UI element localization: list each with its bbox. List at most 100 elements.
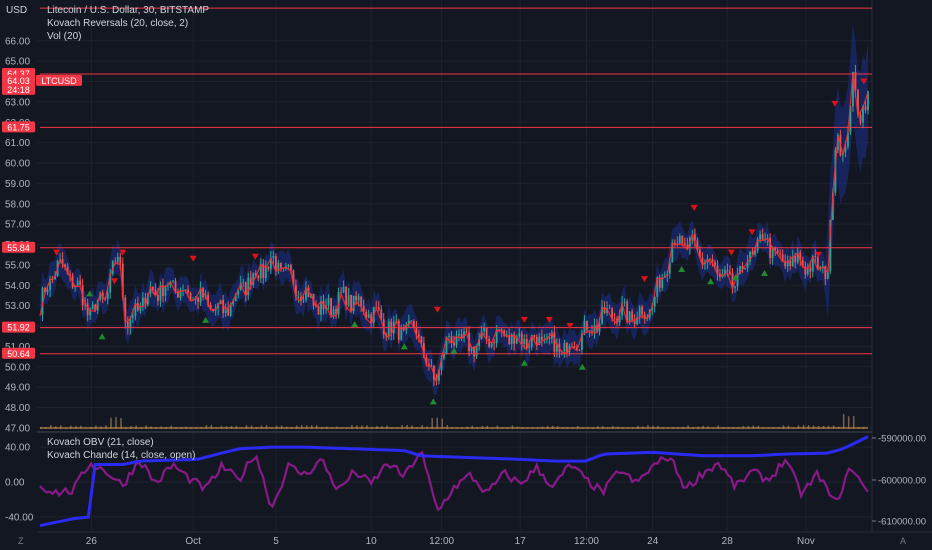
candle-body [701, 257, 704, 265]
volume-bar [722, 427, 724, 429]
candle-body [172, 280, 174, 282]
candle-body [199, 287, 202, 303]
volume-bar [381, 426, 383, 429]
volume-bar [100, 426, 102, 429]
oscillator-right-tick-label: -600000.00 [878, 476, 926, 487]
candle-body [779, 253, 782, 255]
candle-body [440, 358, 443, 370]
candle-body [596, 325, 598, 332]
volume-bar [672, 427, 674, 429]
volume-bar [456, 427, 459, 429]
candle-body [330, 298, 332, 316]
candle-body [867, 91, 869, 111]
time-axis[interactable]: 26 Oct 5 10 12:00 17 12:00 24 28 Nov [86, 536, 815, 547]
candle-body [229, 304, 232, 316]
volume-bar [165, 427, 167, 429]
volume-bar [566, 427, 569, 429]
candle-body [76, 280, 79, 286]
candle-body [726, 270, 729, 272]
candle-body [332, 309, 335, 316]
symbol-tag-label: LTCUSD [41, 76, 77, 86]
reversal-up-marker [578, 363, 586, 370]
volume-bar [677, 427, 679, 429]
volume-bar [411, 425, 413, 429]
volume-bar [120, 418, 122, 429]
volume-bar [95, 425, 97, 429]
volume-bar [280, 425, 283, 429]
volume-bar [501, 427, 504, 429]
indicator-reversals-label[interactable]: Kovach Reversals (20, close, 2) [47, 18, 188, 29]
timezone-toggle[interactable]: Z [18, 536, 24, 546]
volume-bar [290, 426, 293, 429]
volume-bar [516, 426, 519, 429]
candle-body [588, 330, 591, 332]
volume-bar [511, 425, 514, 429]
price-tick-label: 53.00 [5, 301, 30, 312]
volume-bar [571, 427, 574, 429]
candle-body [774, 247, 777, 251]
candle-body [606, 308, 608, 314]
candle-body [724, 270, 726, 275]
candle-body [528, 346, 531, 349]
candle-body [269, 257, 272, 270]
candle-body [744, 268, 746, 269]
reversal-down-marker [814, 251, 822, 258]
volume-bar [762, 427, 765, 429]
candle-body [581, 333, 583, 350]
horizontal-levels[interactable] [40, 7, 872, 355]
candle-body [302, 299, 305, 301]
indicator-obv-label[interactable]: Kovach OBV (21, close) [47, 437, 154, 448]
candle-body [686, 244, 689, 249]
candle-body [279, 262, 282, 268]
volume-bar [45, 427, 47, 429]
candle-body [520, 333, 523, 345]
oscillator-right-axis[interactable]: -590000.00 -600000.00 -610000.00 [872, 434, 926, 528]
candle-body [553, 332, 556, 352]
oscillator-left-axis[interactable]: 40.00 0.00 -40.00 [5, 443, 34, 524]
time-tick-label: Oct [185, 536, 201, 547]
volume-bar [632, 427, 634, 429]
candle-body [563, 342, 566, 352]
candle-body [252, 273, 255, 285]
volume-bar [561, 427, 564, 429]
chart-title[interactable]: Litecoin / U.S. Dollar, 30, BITSTAMP [47, 5, 209, 16]
volume-bar [647, 425, 649, 429]
candle-body [407, 320, 410, 325]
volume-bar [105, 425, 107, 429]
reversal-down-marker [189, 255, 197, 262]
candle-body [365, 311, 368, 318]
volume-bar [401, 425, 403, 429]
candle-body [335, 309, 337, 315]
candle-body [162, 285, 164, 296]
candle-body [91, 304, 94, 310]
candle-body [64, 264, 66, 267]
volume-bar [65, 427, 67, 429]
candle-body [320, 300, 322, 315]
candle-body [141, 297, 144, 306]
candle-body [864, 106, 867, 111]
price-tick-label: 59.00 [5, 179, 30, 190]
volume-bar [130, 426, 132, 429]
volume-bar [797, 425, 800, 429]
auto-scale-toggle[interactable]: A [900, 536, 906, 546]
volume-bar [792, 427, 795, 429]
reversal-up-marker [520, 359, 528, 366]
time-tick-label: 5 [273, 536, 279, 547]
indicator-volume-label[interactable]: Vol (20) [47, 31, 81, 42]
volume-bar [295, 425, 298, 429]
candle-body [653, 296, 656, 307]
candle-body [345, 286, 348, 306]
reversal-down-marker [111, 278, 119, 285]
candle-body [676, 243, 679, 245]
oscillator-right-tick-label: -590000.00 [878, 434, 926, 445]
volume-bar [526, 427, 529, 429]
volume-bar [260, 425, 263, 429]
volume-bar [421, 425, 423, 429]
candle-body [488, 338, 491, 347]
candle-body [831, 192, 834, 220]
candle-body [227, 308, 230, 316]
volume-bar [702, 425, 704, 429]
candle-body [460, 334, 463, 338]
indicator-chande-label[interactable]: Kovach Chande (14, close, open) [47, 450, 195, 461]
